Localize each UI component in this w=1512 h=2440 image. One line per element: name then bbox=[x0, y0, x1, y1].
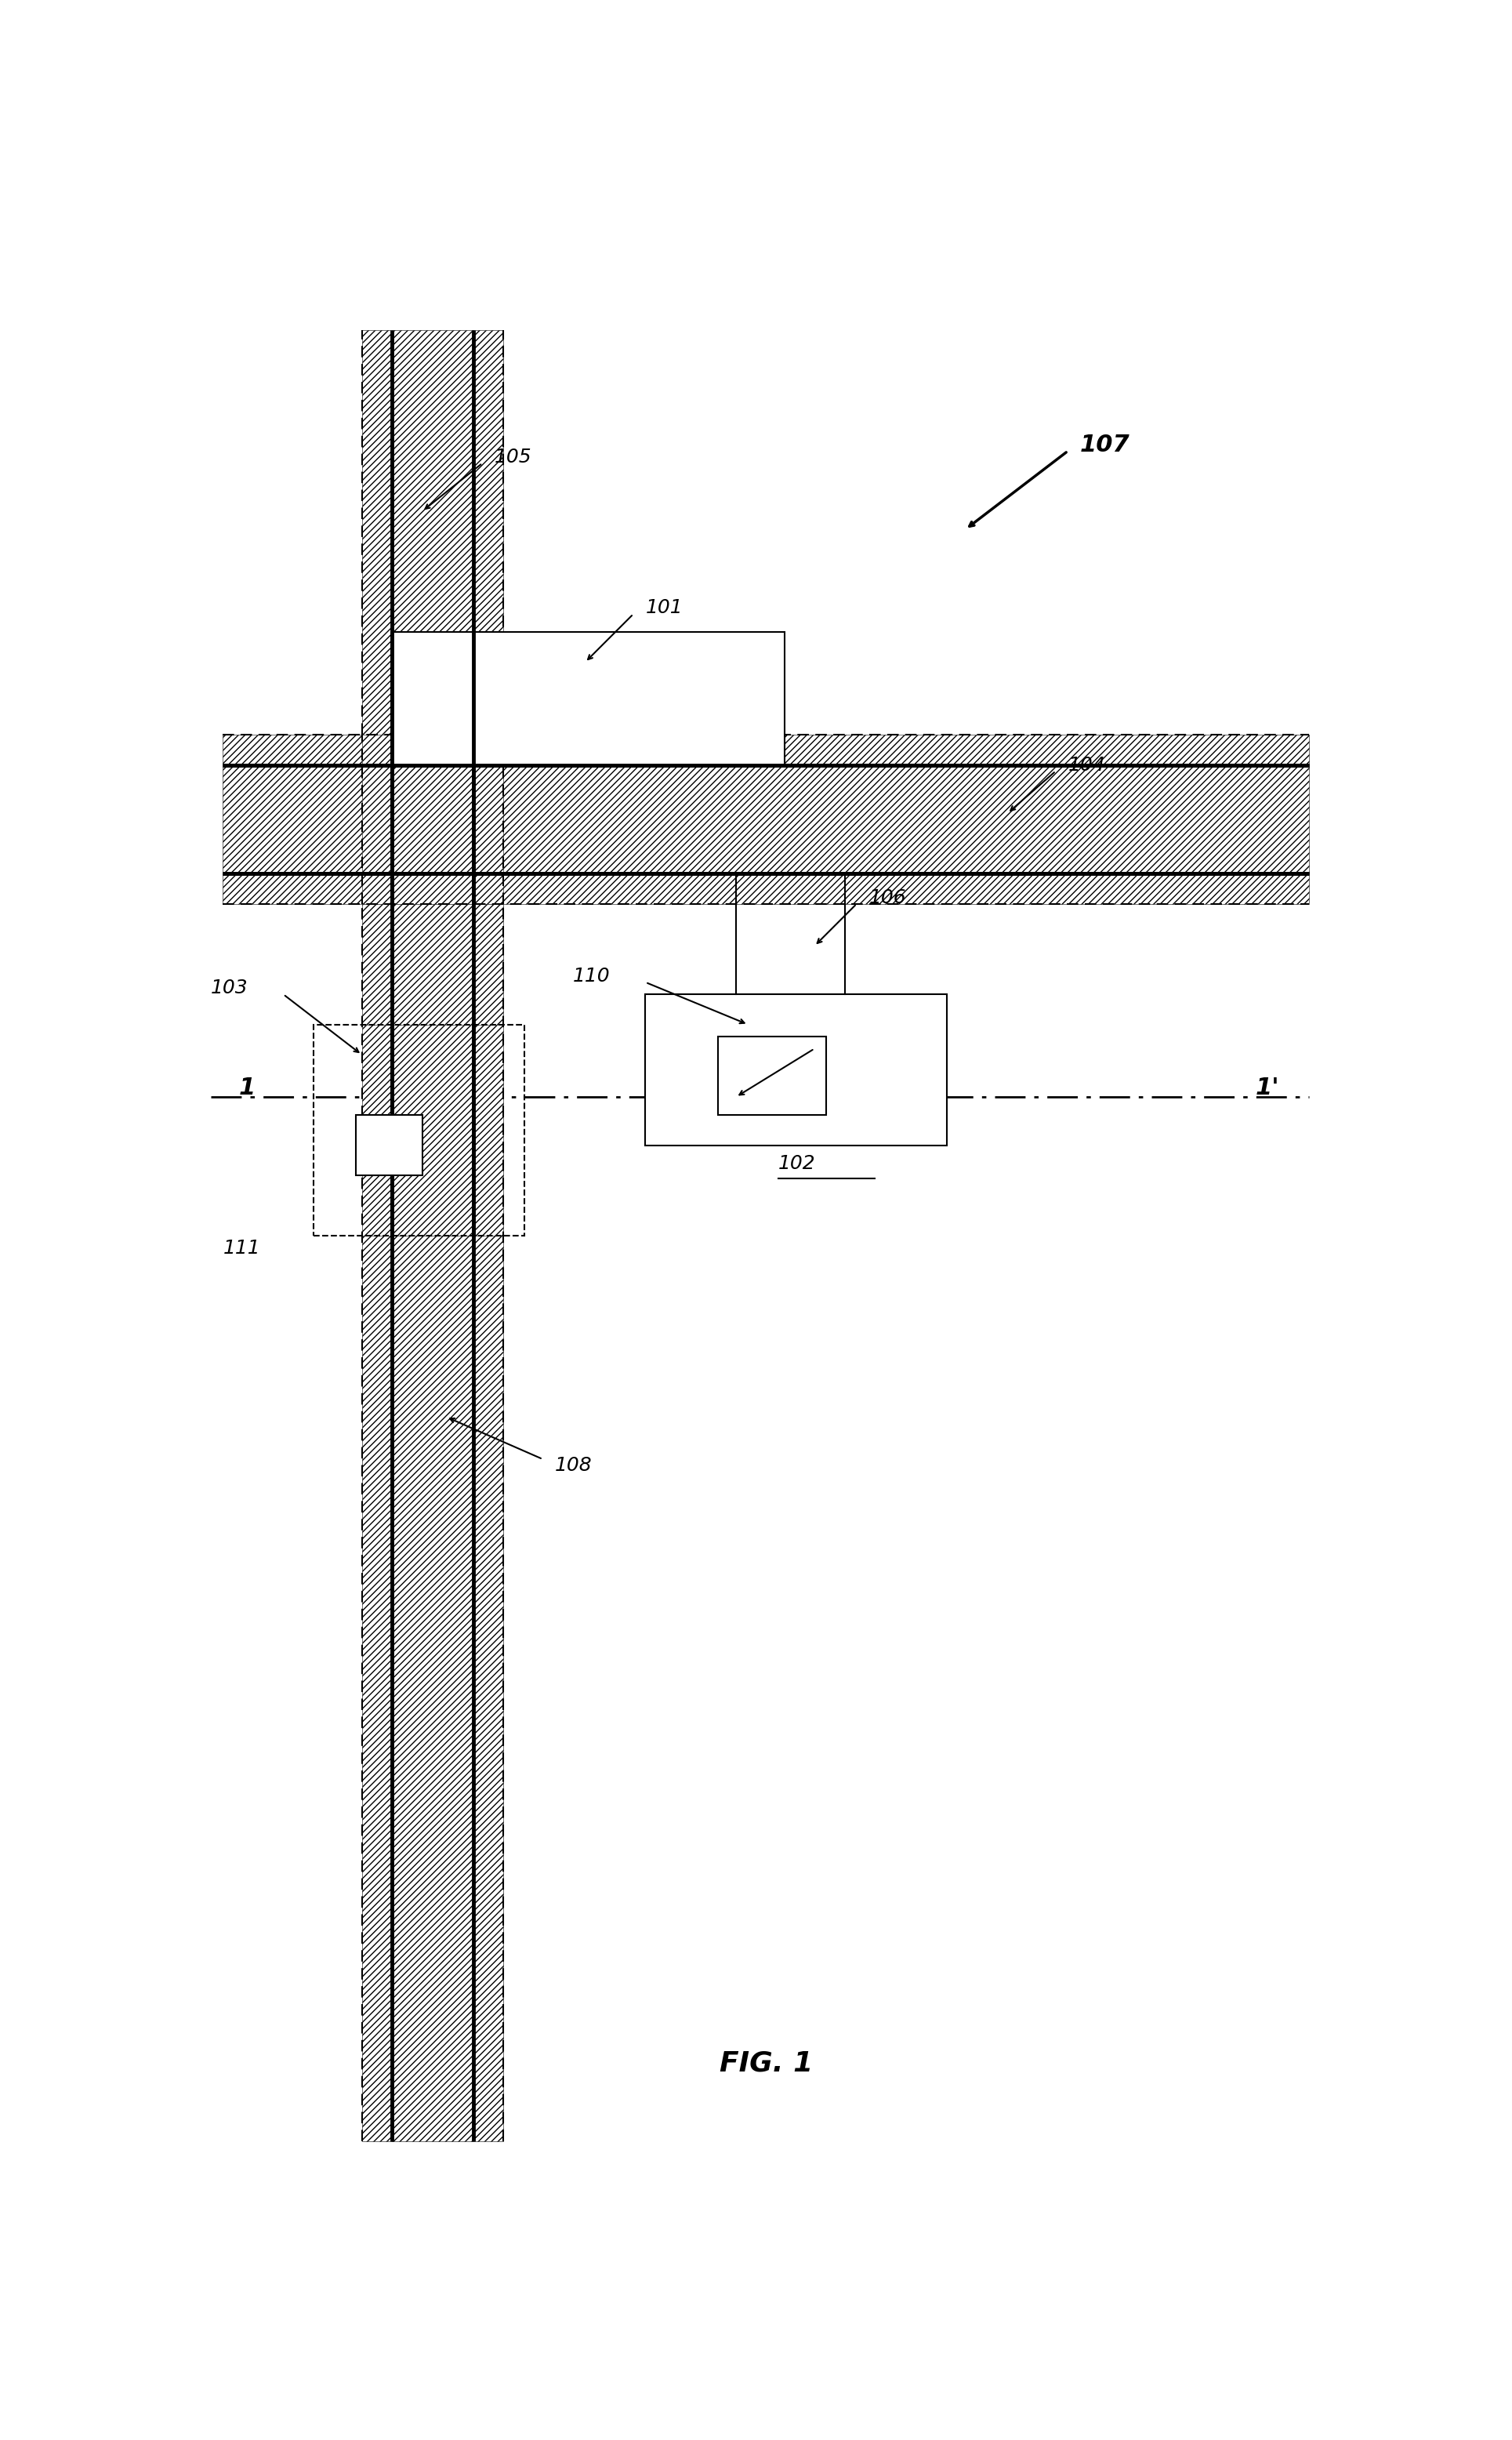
Text: 1: 1 bbox=[239, 1076, 256, 1100]
Bar bbox=[361, 1025, 503, 1235]
Bar bbox=[222, 874, 1309, 903]
Bar bbox=[473, 329, 503, 2142]
Text: 105: 105 bbox=[494, 447, 532, 466]
Text: 101: 101 bbox=[646, 598, 683, 617]
Bar bbox=[361, 734, 503, 903]
Bar bbox=[646, 996, 947, 1144]
Text: 1': 1' bbox=[1255, 1076, 1279, 1100]
Bar bbox=[392, 632, 785, 764]
Text: 110: 110 bbox=[573, 966, 611, 986]
Text: 102: 102 bbox=[779, 1154, 815, 1174]
Bar bbox=[392, 632, 785, 764]
Bar bbox=[313, 1025, 525, 1235]
Text: 111: 111 bbox=[222, 1240, 260, 1257]
Text: 107: 107 bbox=[1080, 434, 1129, 456]
Bar bbox=[718, 1037, 827, 1115]
Text: 106: 106 bbox=[869, 888, 906, 908]
Bar bbox=[313, 1025, 525, 1235]
Text: 108: 108 bbox=[555, 1457, 593, 1474]
Text: 103: 103 bbox=[210, 978, 248, 998]
Bar bbox=[222, 764, 1309, 874]
Text: 104: 104 bbox=[1067, 756, 1105, 773]
Text: FIG. 1: FIG. 1 bbox=[720, 2050, 813, 2076]
Bar bbox=[361, 329, 392, 2142]
Bar bbox=[355, 1115, 422, 1176]
Bar bbox=[222, 734, 1309, 764]
Bar bbox=[392, 329, 473, 2142]
Bar bbox=[361, 734, 503, 903]
